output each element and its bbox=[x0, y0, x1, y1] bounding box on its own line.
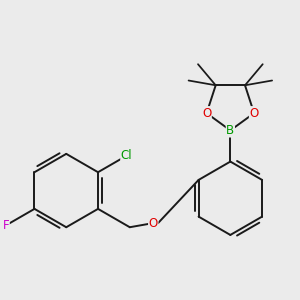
Text: F: F bbox=[3, 219, 9, 232]
Text: O: O bbox=[202, 107, 211, 120]
Text: O: O bbox=[249, 107, 259, 120]
Text: B: B bbox=[226, 124, 234, 137]
Text: Cl: Cl bbox=[121, 149, 132, 162]
Text: O: O bbox=[148, 217, 158, 230]
